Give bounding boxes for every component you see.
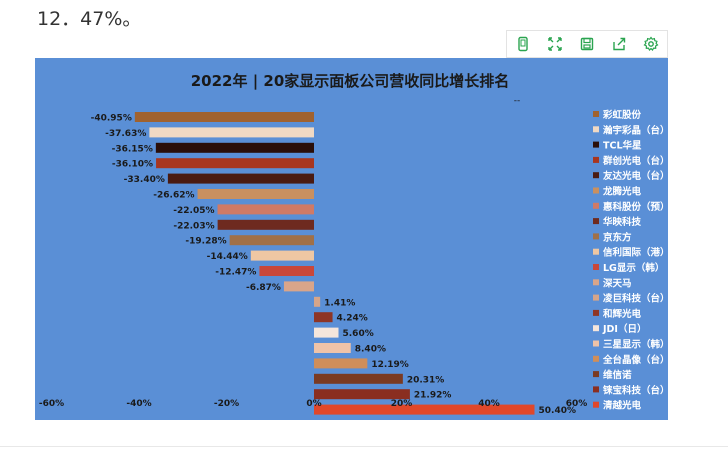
legend-entry: 友达光电（台）	[602, 170, 668, 182]
chart-toolbar	[506, 30, 668, 58]
legend-entry: 维信诺	[603, 369, 632, 381]
chart-title: 2022年 | 20家显示面板公司营收同比增长排名	[191, 72, 510, 91]
data-label: 1.41%	[324, 298, 355, 308]
legend-swatch	[593, 355, 599, 362]
x-tick-label: 40%	[478, 399, 500, 409]
section-divider	[0, 446, 728, 447]
data-label: 4.24%	[337, 314, 368, 324]
bar-7	[217, 204, 314, 215]
bar-20	[314, 404, 535, 415]
data-label: 50.40%	[539, 406, 577, 416]
data-label: -6.87%	[246, 283, 281, 293]
legend-entry: 瀚宇彩晶（台）	[603, 124, 668, 136]
legend-swatch	[593, 141, 599, 148]
data-label: 12.19%	[371, 360, 409, 370]
legend-swatch	[593, 233, 599, 240]
legend-entry: 凌巨科技（台）	[603, 293, 668, 305]
legend-swatch	[593, 401, 599, 408]
bar-8	[217, 219, 314, 230]
settings-icon[interactable]	[641, 34, 661, 54]
legend-swatch	[593, 248, 599, 255]
bar-15	[314, 327, 339, 338]
legend-entry: 群创光电（台）	[602, 155, 668, 167]
bar-11	[259, 266, 314, 276]
save-icon[interactable]	[577, 34, 597, 54]
bar-6	[197, 189, 314, 199]
growth-ranking-chart: 2022年 | 20家显示面板公司营收同比增长排名 -- -40.95% -37.…	[39, 72, 668, 416]
legend-entry: 铼宝科技（台）	[603, 384, 668, 396]
legend-entry: 信利国际（港）	[603, 247, 668, 259]
chart-frame: 2022年 | 20家显示面板公司营收同比增长排名 -- -40.95% -37.…	[35, 58, 668, 420]
share-icon[interactable]	[609, 34, 629, 54]
x-tick-label: -20%	[214, 399, 239, 409]
x-tick-label: 60%	[566, 399, 588, 409]
bar-1	[134, 112, 314, 122]
legend-entry: 华映科技	[603, 216, 642, 228]
legend-entry: 惠科股份（预）	[603, 201, 668, 213]
legend-swatch	[593, 279, 599, 286]
bar-17	[314, 358, 368, 369]
data-label: -14.44%	[207, 252, 248, 262]
legend-entry: 彩虹股份	[602, 109, 642, 121]
legend-swatch	[593, 172, 599, 179]
x-tick-label: 0%	[306, 399, 321, 409]
preceding-text-fragment: 12．47%。	[37, 8, 142, 30]
bar-2	[149, 127, 314, 138]
data-label: 5.60%	[343, 329, 374, 339]
legend-swatch	[593, 187, 599, 194]
legend-swatch	[593, 264, 599, 270]
bar-4	[156, 158, 314, 169]
mobile-icon[interactable]	[513, 34, 533, 54]
legend-swatch	[593, 340, 599, 347]
legend-swatch	[593, 202, 599, 209]
legend-entry: 全台晶像（台）	[602, 354, 668, 366]
bar-18	[314, 373, 403, 384]
data-label: -36.10%	[112, 160, 153, 170]
data-label: -26.62%	[153, 191, 194, 201]
data-label: 8.40%	[355, 345, 386, 355]
x-tick-label: -60%	[39, 399, 64, 409]
legend-swatch	[593, 371, 599, 378]
bar-9	[229, 235, 314, 246]
legend-entry: 清越光电	[603, 400, 642, 412]
legend-swatch	[593, 309, 599, 316]
legend-entry: LG显示（韩）	[603, 262, 664, 274]
data-label: -12.47%	[215, 268, 256, 278]
chart-subtitle: --	[514, 96, 521, 106]
data-label: -36.15%	[112, 144, 153, 154]
legend-swatch	[593, 294, 599, 301]
bar-5	[167, 173, 314, 184]
bar-14	[314, 312, 333, 323]
legend-swatch	[593, 218, 599, 225]
legend-entry: JDI（日）	[602, 323, 646, 335]
bar-3	[155, 142, 314, 153]
bar-16	[314, 343, 351, 353]
legend-entry: 三星显示（韩）	[603, 339, 668, 351]
x-tick-label: 20%	[391, 399, 413, 409]
data-label: -22.05%	[173, 206, 214, 216]
data-label: -33.40%	[124, 175, 165, 185]
legend-swatch	[593, 325, 599, 332]
legend-swatch	[593, 111, 599, 117]
legend-swatch	[593, 126, 599, 133]
legend-entry: 京东方	[603, 231, 632, 243]
data-label: -37.63%	[105, 129, 146, 139]
fullscreen-icon[interactable]	[545, 34, 565, 54]
data-label: -19.28%	[185, 237, 226, 247]
x-tick-label: -40%	[126, 399, 151, 409]
data-label: 20.31%	[407, 375, 445, 385]
legend-swatch	[593, 156, 599, 163]
legend-entry: 和辉光电	[602, 308, 642, 320]
bar-13	[314, 296, 321, 307]
legend-entry: 深天马	[603, 277, 632, 289]
legend-swatch	[593, 386, 599, 393]
data-label: -40.95%	[91, 114, 132, 124]
bar-10	[250, 250, 314, 261]
data-label: 21.92%	[414, 391, 452, 401]
legend-entry: 龙腾光电	[602, 186, 642, 198]
bar-19	[314, 389, 410, 400]
legend-entry: TCL华星	[603, 140, 642, 152]
bar-12	[283, 281, 314, 292]
data-label: -22.03%	[173, 221, 214, 231]
